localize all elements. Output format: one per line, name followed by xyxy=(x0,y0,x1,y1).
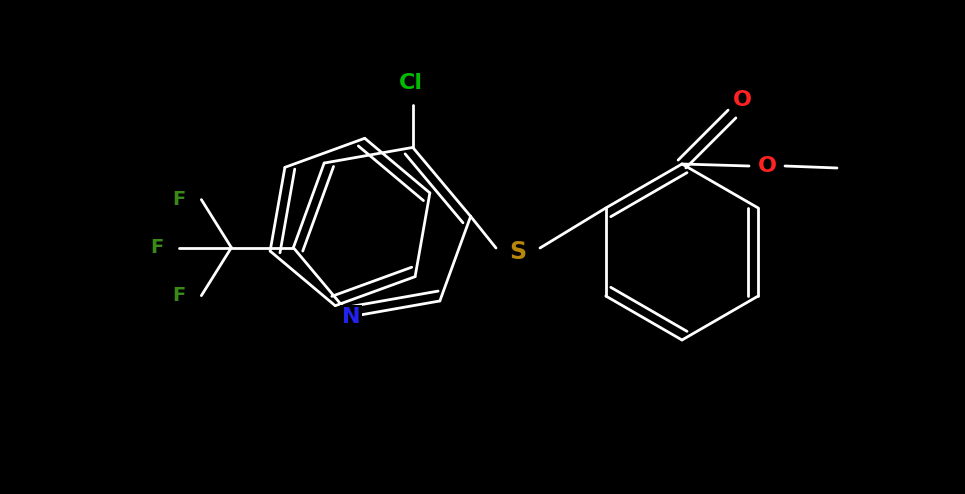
Text: F: F xyxy=(173,190,186,209)
Text: O: O xyxy=(732,90,752,110)
Text: F: F xyxy=(173,286,186,305)
Text: O: O xyxy=(758,156,777,176)
Text: S: S xyxy=(510,240,527,264)
Text: Cl: Cl xyxy=(399,74,423,93)
Text: N: N xyxy=(342,307,361,327)
Text: F: F xyxy=(151,238,164,257)
